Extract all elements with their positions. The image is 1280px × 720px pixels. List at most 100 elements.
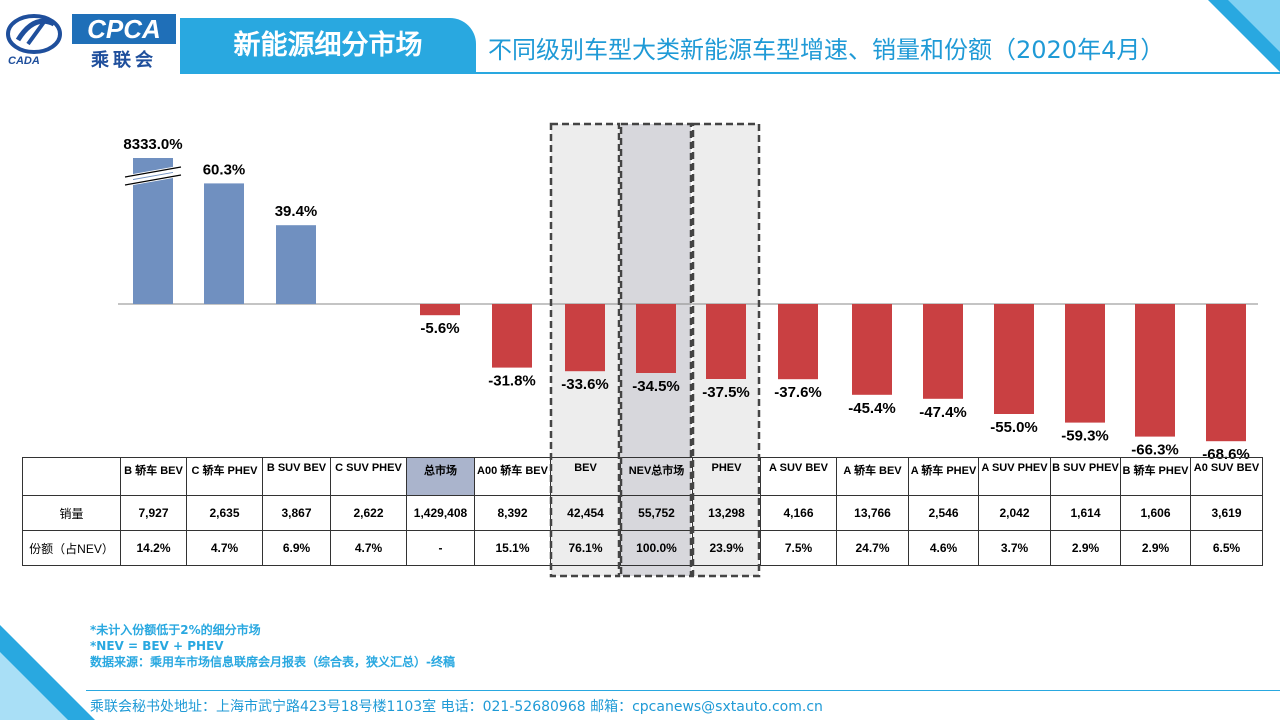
bar-10 xyxy=(852,304,892,395)
share-cell-9: 7.5% xyxy=(760,530,837,566)
logo-brand-text: CPCA xyxy=(72,14,176,44)
corner-decoration-bottom-left-inner xyxy=(0,652,68,720)
row-label-share: 份额（占NEV） xyxy=(22,530,121,566)
footnote-nev-definition: *NEV = BEV + PHEV xyxy=(90,639,224,653)
bar-11 xyxy=(923,304,963,399)
col-header-9: A SUV BEV xyxy=(760,457,837,496)
col-header-3: C SUV PHEV xyxy=(330,457,407,496)
data-label-14: -66.3% xyxy=(1131,442,1179,459)
bar-14 xyxy=(1135,304,1175,437)
logo-small-text: CADA xyxy=(8,55,40,66)
data-label-9: -37.6% xyxy=(774,384,822,401)
share-cell-12: 3.7% xyxy=(978,530,1051,566)
sales-cell-7: 55,752 xyxy=(620,495,693,531)
cpca-logo: CADA CPCA 乘联会 xyxy=(4,6,176,71)
share-cell-0: 14.2% xyxy=(120,530,187,566)
data-label-11: -47.4% xyxy=(919,404,967,421)
bar-4 xyxy=(420,304,460,316)
sales-cell-1: 2,635 xyxy=(186,495,263,531)
data-label-0: 8333.0% xyxy=(123,136,182,153)
share-cell-3: 4.7% xyxy=(330,530,407,566)
cpca-logo-mark-icon: CADA xyxy=(6,14,62,66)
col-header-13: B SUV PHEV xyxy=(1050,457,1121,496)
share-cell-10: 24.7% xyxy=(836,530,909,566)
data-label-5: -31.8% xyxy=(488,373,536,390)
share-cell-2: 6.9% xyxy=(262,530,331,566)
sales-cell-0: 7,927 xyxy=(120,495,187,531)
table-header-row: B 轿车 BEV C 轿车 PHEV B SUV BEV C SUV PHEV 总市场 A… xyxy=(22,457,1263,496)
corner-decoration-top-right-inner xyxy=(1228,0,1280,52)
sales-cell-3: 2,622 xyxy=(330,495,407,531)
bar-2 xyxy=(276,225,316,304)
bar-13 xyxy=(1065,304,1105,423)
axis-break-lines xyxy=(124,166,182,186)
bar-15 xyxy=(1206,304,1246,442)
data-label-7: -34.5% xyxy=(632,378,680,395)
bar-1 xyxy=(204,183,244,304)
sales-cell-13: 1,614 xyxy=(1050,495,1121,531)
table-row-share: 份额（占NEV） 14.2% 4.7% 6.9% 4.7% -15.1% 76.1% 100… xyxy=(22,530,1263,566)
sales-cell-9: 4,166 xyxy=(760,495,837,531)
share-cell-7: 100.0% xyxy=(620,530,693,566)
sales-cell-12: 2,042 xyxy=(978,495,1051,531)
col-header-0: B 轿车 BEV xyxy=(120,457,187,496)
data-label-12: -55.0% xyxy=(990,419,1038,436)
data-label-2: 39.4% xyxy=(275,203,318,220)
table-corner-cell xyxy=(22,457,121,496)
share-cell-4: - xyxy=(406,530,475,566)
footnote-source: 数据来源：乘用车市场信息联席会月报表（综合表，狭义汇总）-终稿 xyxy=(90,655,455,669)
share-cell-13: 2.9% xyxy=(1050,530,1121,566)
row-label-sales: 销量 xyxy=(22,495,121,531)
footer-divider xyxy=(86,690,1280,691)
slide-subtitle: 不同级别车型大类新能源车型增速、销量和份额（2020年4月） xyxy=(488,36,1165,64)
axis-break-mark xyxy=(124,165,182,187)
sales-cell-14: 1,606 xyxy=(1120,495,1191,531)
col-header-5: A00 轿车 BEV xyxy=(474,457,551,496)
data-label-10: -45.4% xyxy=(848,400,896,417)
share-cell-5: 15.1% xyxy=(474,530,551,566)
footer-contact: 乘联会秘书处地址：上海市武宁路423号18号楼1103室 电话：021-5268… xyxy=(90,699,823,715)
share-cell-15: 6.5% xyxy=(1190,530,1263,566)
data-label-13: -59.3% xyxy=(1061,428,1109,445)
section-title: 新能源细分市场 xyxy=(233,30,423,61)
sales-cell-11: 2,546 xyxy=(908,495,979,531)
data-label-4: -5.6% xyxy=(420,320,459,337)
sales-cell-15: 3,619 xyxy=(1190,495,1263,531)
col-header-6: BEV xyxy=(550,457,621,496)
col-header-10: A 轿车 BEV xyxy=(836,457,909,496)
sales-cell-5: 8,392 xyxy=(474,495,551,531)
share-cell-11: 4.6% xyxy=(908,530,979,566)
share-cell-1: 4.7% xyxy=(186,530,263,566)
footnote-share: *未计入份额低于2%的细分市场 xyxy=(90,623,261,637)
header-divider xyxy=(476,72,1280,74)
data-label-8: -37.5% xyxy=(702,384,750,401)
bar-9 xyxy=(778,304,818,380)
bar-7 xyxy=(636,304,676,373)
col-header-12: A SUV PHEV xyxy=(978,457,1051,496)
section-title-bar: 新能源细分市场 xyxy=(180,18,476,74)
logo-cn-text: 乘联会 xyxy=(91,50,157,71)
sales-cell-6: 42,454 xyxy=(550,495,621,531)
sales-share-table: B 轿车 BEV C 轿车 PHEV B SUV BEV C SUV PHEV 总市场 A… xyxy=(22,457,1263,566)
data-label-1: 60.3% xyxy=(203,161,246,178)
col-header-1: C 轿车 PHEV xyxy=(186,457,263,496)
col-header-7: NEV总市场 xyxy=(620,457,693,496)
bar-8 xyxy=(706,304,746,379)
sales-cell-4: 1,429,408 xyxy=(406,495,475,531)
footnotes: *未计入份额低于2%的细分市场 *NEV = BEV + PHEV 数据来源：乘… xyxy=(90,622,455,670)
col-header-14: B 轿车 PHEV xyxy=(1120,457,1191,496)
sales-cell-10: 13,766 xyxy=(836,495,909,531)
share-cell-14: 2.9% xyxy=(1120,530,1191,566)
sales-cell-8: 13,298 xyxy=(692,495,761,531)
sales-cell-2: 3,867 xyxy=(262,495,331,531)
col-header-4: 总市场 xyxy=(406,457,475,496)
col-header-11: A 轿车 PHEV xyxy=(908,457,979,496)
bar-5 xyxy=(492,304,532,368)
bar-6 xyxy=(565,304,605,372)
col-header-15: A0 SUV BEV xyxy=(1190,457,1263,496)
bar-12 xyxy=(994,304,1034,414)
share-cell-6: 76.1% xyxy=(550,530,621,566)
share-cell-8: 23.9% xyxy=(692,530,761,566)
data-label-6: -33.6% xyxy=(561,376,609,393)
col-header-2: B SUV BEV xyxy=(262,457,331,496)
